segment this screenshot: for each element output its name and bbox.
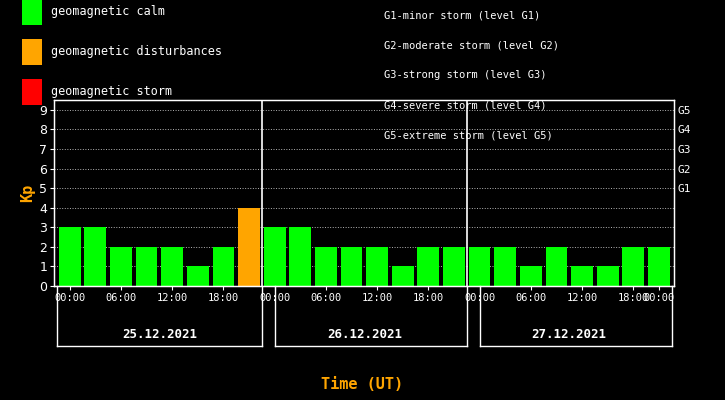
Bar	[187, 266, 209, 286]
Text: Time (UT): Time (UT)	[321, 377, 404, 392]
Bar	[648, 247, 670, 286]
Text: 25.12.2021: 25.12.2021	[122, 328, 197, 340]
Text: 26.12.2021: 26.12.2021	[327, 328, 402, 340]
Bar	[366, 247, 388, 286]
Text: G2-moderate storm (level G2): G2-moderate storm (level G2)	[384, 40, 559, 50]
Bar	[622, 247, 644, 286]
Bar	[597, 266, 618, 286]
Y-axis label: Kp: Kp	[20, 184, 36, 202]
Bar	[443, 247, 465, 286]
Text: 27.12.2021: 27.12.2021	[531, 328, 607, 340]
Text: G1-minor storm (level G1): G1-minor storm (level G1)	[384, 10, 541, 20]
Text: geomagnetic storm: geomagnetic storm	[51, 86, 172, 98]
Bar	[341, 247, 362, 286]
Bar	[520, 266, 542, 286]
Bar	[264, 227, 286, 286]
Text: G4-severe storm (level G4): G4-severe storm (level G4)	[384, 100, 547, 110]
Bar	[136, 247, 157, 286]
Bar	[571, 266, 593, 286]
Bar	[238, 208, 260, 286]
Bar	[110, 247, 132, 286]
Bar	[468, 247, 491, 286]
Bar	[315, 247, 337, 286]
Bar	[545, 247, 567, 286]
Text: G5-extreme storm (level G5): G5-extreme storm (level G5)	[384, 130, 553, 140]
Bar	[494, 247, 516, 286]
Bar	[212, 247, 234, 286]
Bar	[392, 266, 414, 286]
Bar	[85, 227, 107, 286]
Text: geomagnetic calm: geomagnetic calm	[51, 6, 165, 18]
Text: geomagnetic disturbances: geomagnetic disturbances	[51, 46, 222, 58]
Bar	[59, 227, 80, 286]
Bar	[418, 247, 439, 286]
Bar	[162, 247, 183, 286]
Bar	[289, 227, 311, 286]
Text: G3-strong storm (level G3): G3-strong storm (level G3)	[384, 70, 547, 80]
